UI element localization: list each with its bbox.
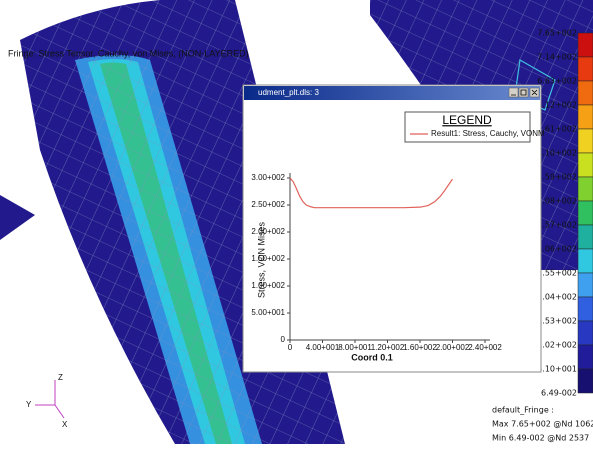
x-tick-label: 0	[288, 343, 293, 352]
y-tick-label: 5.00+001	[251, 308, 285, 317]
x-tick-label: 4.00+001	[306, 343, 340, 352]
fringe-label: 4.59+002	[537, 173, 577, 182]
window-buttons[interactable]	[509, 88, 539, 97]
triad-y: Y	[26, 400, 32, 409]
fringe-swatch	[578, 177, 593, 201]
fringe-swatch	[578, 345, 593, 369]
y-tick-label: 3.00+002	[251, 173, 285, 182]
x-tick-label: 1.20+002	[371, 343, 405, 352]
fringe-label: 7.14+002	[537, 53, 577, 62]
fringe-label: 3.06+002	[537, 245, 577, 254]
fringe-label: 3.57+002	[537, 221, 577, 230]
fringe-min: Min 6.49-002 @Nd 2537	[492, 434, 589, 443]
fringe-header: Fringe: Stress Tensor, Cauchy, von Mises…	[8, 48, 249, 58]
x-tick-label: 8.00+001	[338, 343, 372, 352]
fringe-swatch	[578, 129, 593, 153]
y-tick-label: 0	[281, 335, 286, 344]
fringe-label: 1.02+002	[537, 341, 577, 350]
triad-x: X	[62, 420, 68, 429]
fringe-swatch	[578, 369, 593, 393]
fringe-swatch	[578, 33, 593, 57]
fringe-label: 5.10+002	[537, 149, 577, 158]
fringe-label: 6.63+002	[537, 77, 577, 86]
fringe-swatch	[578, 105, 593, 129]
legend-title: LEGEND	[442, 113, 492, 127]
legend-entry: Result1: Stress, Cauchy, VONM	[431, 129, 545, 138]
fringe-label: 2.55+002	[537, 269, 577, 278]
fringe-swatch	[578, 81, 593, 105]
fringe-swatch	[578, 297, 593, 321]
fringe-label: 1.53+002	[537, 317, 577, 326]
fringe-label: 5.10+001	[537, 365, 577, 374]
screen: Fringe: Stress Tensor, Cauchy, von Mises…	[0, 0, 593, 444]
fringe-swatch	[578, 249, 593, 273]
fringe-label: 7.65+002	[537, 29, 577, 38]
fringe-label: 6.49-002	[541, 389, 577, 398]
page: {"header": {"fringe": "Fringe: Stress Te…	[0, 0, 593, 444]
x-tick-label: 2.40+002	[468, 343, 502, 352]
fringe-max: Max 7.65+002 @Nd 10627	[492, 420, 593, 429]
x-tick-label: 1.60+002	[403, 343, 437, 352]
fringe-swatch	[578, 153, 593, 177]
triad-z: Z	[58, 373, 63, 382]
fringe-label: 4.08+002	[537, 197, 577, 206]
window-title: udment_plt.dls: 3	[258, 88, 319, 97]
plot-window: udment_plt.dls: 3 LEGEND Result1: Stress…	[243, 85, 545, 372]
axis-triad: Z Y X	[26, 373, 68, 429]
y-tick-label: 1.00+002	[251, 281, 285, 290]
fringe-label: 6.12+002	[537, 101, 577, 110]
x-axis-label: Coord 0.1	[351, 352, 393, 362]
fringe-swatch	[578, 201, 593, 225]
y-tick-label: 2.50+002	[251, 200, 285, 209]
fringe-swatch	[578, 273, 593, 297]
fringe-swatch	[578, 57, 593, 81]
y-tick-label: 2.00+002	[251, 227, 285, 236]
fringe-swatch	[578, 321, 593, 345]
fringe-label: 2.04+002	[537, 293, 577, 302]
fringe-title: default_Fringe :	[492, 406, 554, 415]
y-tick-label: 1.50+002	[251, 254, 285, 263]
fringe-swatch	[578, 225, 593, 249]
x-tick-label: 2.00+002	[436, 343, 470, 352]
